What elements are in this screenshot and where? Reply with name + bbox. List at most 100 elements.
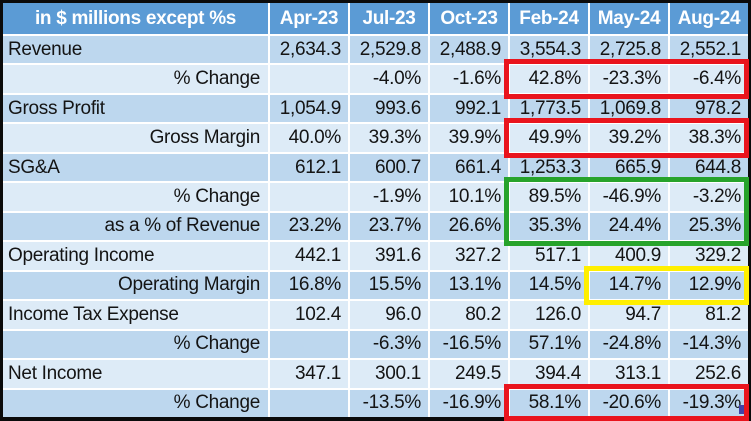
cell-oct-23-row8[interactable]: 327.2 (430, 242, 508, 270)
cell-jul-23-row13[interactable]: -13.5% (350, 389, 428, 417)
cell-apr-23-row13[interactable] (270, 389, 348, 417)
cell-jul-23-row12[interactable]: 300.1 (350, 360, 428, 388)
column-header-oct-23[interactable]: Oct-23 (430, 3, 508, 34)
cell-may-24-row6[interactable]: -46.9% (590, 183, 668, 211)
row-label-change-2[interactable]: % Change (3, 65, 268, 93)
cell-jul-23-row7[interactable]: 23.7% (350, 212, 428, 241)
cell-apr-23-row1[interactable]: 2,634.3 (270, 36, 348, 64)
cell-may-24-row4[interactable]: 39.2% (590, 124, 668, 152)
table-title-cell[interactable]: in $ millions except %s (3, 3, 268, 34)
cell-feb-24-row12[interactable]: 394.4 (510, 360, 588, 388)
cell-apr-23-row3[interactable]: 1,054.9 (270, 94, 348, 123)
cell-feb-24-row10[interactable]: 126.0 (510, 301, 588, 329)
cell-aug-24-row4[interactable]: 38.3% (670, 124, 748, 152)
cell-feb-24-row1[interactable]: 3,554.3 (510, 36, 588, 64)
cell-apr-23-row7[interactable]: 23.2% (270, 212, 348, 241)
cell-feb-24-row8[interactable]: 517.1 (510, 242, 588, 270)
cell-oct-23-row13[interactable]: -16.9% (430, 389, 508, 417)
cell-may-24-row11[interactable]: -24.8% (590, 330, 668, 359)
cell-may-24-row3[interactable]: 1,069.8 (590, 94, 668, 123)
cell-feb-24-row6[interactable]: 89.5% (510, 183, 588, 211)
cell-jul-23-row8[interactable]: 391.6 (350, 242, 428, 270)
cell-feb-24-row4[interactable]: 49.9% (510, 124, 588, 152)
row-label-change-11[interactable]: % Change (3, 330, 268, 359)
cell-aug-24-row7[interactable]: 25.3% (670, 212, 748, 241)
row-label-gross-margin-4[interactable]: Gross Margin (3, 124, 268, 152)
cell-oct-23-row9[interactable]: 13.1% (430, 271, 508, 300)
cell-feb-24-row9[interactable]: 14.5% (510, 271, 588, 300)
cell-apr-23-row4[interactable]: 40.0% (270, 124, 348, 152)
cell-oct-23-row12[interactable]: 249.5 (430, 360, 508, 388)
cell-oct-23-row1[interactable]: 2,488.9 (430, 36, 508, 64)
cell-may-24-row10[interactable]: 94.7 (590, 301, 668, 329)
cell-jul-23-row6[interactable]: -1.9% (350, 183, 428, 211)
column-header-jul-23[interactable]: Jul-23 (350, 3, 428, 34)
cell-feb-24-row2[interactable]: 42.8% (510, 65, 588, 93)
cell-feb-24-row7[interactable]: 35.3% (510, 212, 588, 241)
cell-may-24-row5[interactable]: 665.9 (590, 153, 668, 182)
quarterly-financials-grid: in $ millions except %s Apr-23 Jul-23 Oct-2… (3, 3, 748, 417)
cell-oct-23-row3[interactable]: 992.1 (430, 94, 508, 123)
row-label-operating-margin-9[interactable]: Operating Margin (3, 271, 268, 300)
cell-jul-23-row9[interactable]: 15.5% (350, 271, 428, 300)
cell-apr-23-row9[interactable]: 16.8% (270, 271, 348, 300)
cell-jul-23-row2[interactable]: -4.0% (350, 65, 428, 93)
cell-oct-23-row5[interactable]: 661.4 (430, 153, 508, 182)
cell-feb-24-row5[interactable]: 1,253.3 (510, 153, 588, 182)
cell-may-24-row7[interactable]: 24.4% (590, 212, 668, 241)
row-label-sg-a-5[interactable]: SG&A (3, 153, 268, 182)
row-label-change-6[interactable]: % Change (3, 183, 268, 211)
cell-feb-24-row3[interactable]: 1,773.5 (510, 94, 588, 123)
cell-aug-24-row1[interactable]: 2,552.1 (670, 36, 748, 64)
cell-aug-24-row11[interactable]: -14.3% (670, 330, 748, 359)
row-label-operating-income-8[interactable]: Operating Income (3, 242, 268, 270)
cell-aug-24-row9[interactable]: 12.9% (670, 271, 748, 300)
cell-oct-23-row7[interactable]: 26.6% (430, 212, 508, 241)
cell-aug-24-row12[interactable]: 252.6 (670, 360, 748, 388)
cell-jul-23-row5[interactable]: 600.7 (350, 153, 428, 182)
column-header-apr-23[interactable]: Apr-23 (270, 3, 348, 34)
cell-may-24-row1[interactable]: 2,725.8 (590, 36, 668, 64)
cell-jul-23-row10[interactable]: 96.0 (350, 301, 428, 329)
cell-jul-23-row3[interactable]: 993.6 (350, 94, 428, 123)
cell-oct-23-row11[interactable]: -16.5% (430, 330, 508, 359)
cell-aug-24-row2[interactable]: -6.4% (670, 65, 748, 93)
cell-oct-23-row2[interactable]: -1.6% (430, 65, 508, 93)
cell-aug-24-row13[interactable]: -19.3% (670, 389, 748, 417)
column-header-feb-24[interactable]: Feb-24 (510, 3, 588, 34)
cell-jul-23-row1[interactable]: 2,529.8 (350, 36, 428, 64)
row-label-as-a-of-revenue-7[interactable]: as a % of Revenue (3, 212, 268, 241)
cell-oct-23-row10[interactable]: 80.2 (430, 301, 508, 329)
cell-oct-23-row6[interactable]: 10.1% (430, 183, 508, 211)
cell-apr-23-row11[interactable] (270, 330, 348, 359)
cell-apr-23-row8[interactable]: 442.1 (270, 242, 348, 270)
cell-oct-23-row4[interactable]: 39.9% (430, 124, 508, 152)
cell-feb-24-row11[interactable]: 57.1% (510, 330, 588, 359)
row-label-gross-profit-3[interactable]: Gross Profit (3, 94, 268, 123)
cell-may-24-row8[interactable]: 400.9 (590, 242, 668, 270)
column-header-aug-24[interactable]: Aug-24 (670, 3, 748, 34)
cell-may-24-row9[interactable]: 14.7% (590, 271, 668, 300)
cell-apr-23-row12[interactable]: 347.1 (270, 360, 348, 388)
cell-apr-23-row6[interactable] (270, 183, 348, 211)
cell-apr-23-row2[interactable] (270, 65, 348, 93)
cell-may-24-row2[interactable]: -23.3% (590, 65, 668, 93)
cell-aug-24-row6[interactable]: -3.2% (670, 183, 748, 211)
cell-may-24-row12[interactable]: 313.1 (590, 360, 668, 388)
row-label-revenue-1[interactable]: Revenue (3, 36, 268, 64)
cell-apr-23-row10[interactable]: 102.4 (270, 301, 348, 329)
cell-aug-24-row3[interactable]: 978.2 (670, 94, 748, 123)
cell-apr-23-row5[interactable]: 612.1 (270, 153, 348, 182)
cell-jul-23-row11[interactable]: -6.3% (350, 330, 428, 359)
row-label-net-income-12[interactable]: Net Income (3, 360, 268, 388)
cell-aug-24-row8[interactable]: 329.2 (670, 242, 748, 270)
column-header-may-24[interactable]: May-24 (590, 3, 668, 34)
row-label-income-tax-expense-10[interactable]: Income Tax Expense (3, 301, 268, 329)
row-label-change-13[interactable]: % Change (3, 389, 268, 417)
cell-feb-24-row13[interactable]: 58.1% (510, 389, 588, 417)
cell-may-24-row13[interactable]: -20.6% (590, 389, 668, 417)
cell-aug-24-row5[interactable]: 644.8 (670, 153, 748, 182)
cell-aug-24-row10[interactable]: 81.2 (670, 301, 748, 329)
cell-jul-23-row4[interactable]: 39.3% (350, 124, 428, 152)
